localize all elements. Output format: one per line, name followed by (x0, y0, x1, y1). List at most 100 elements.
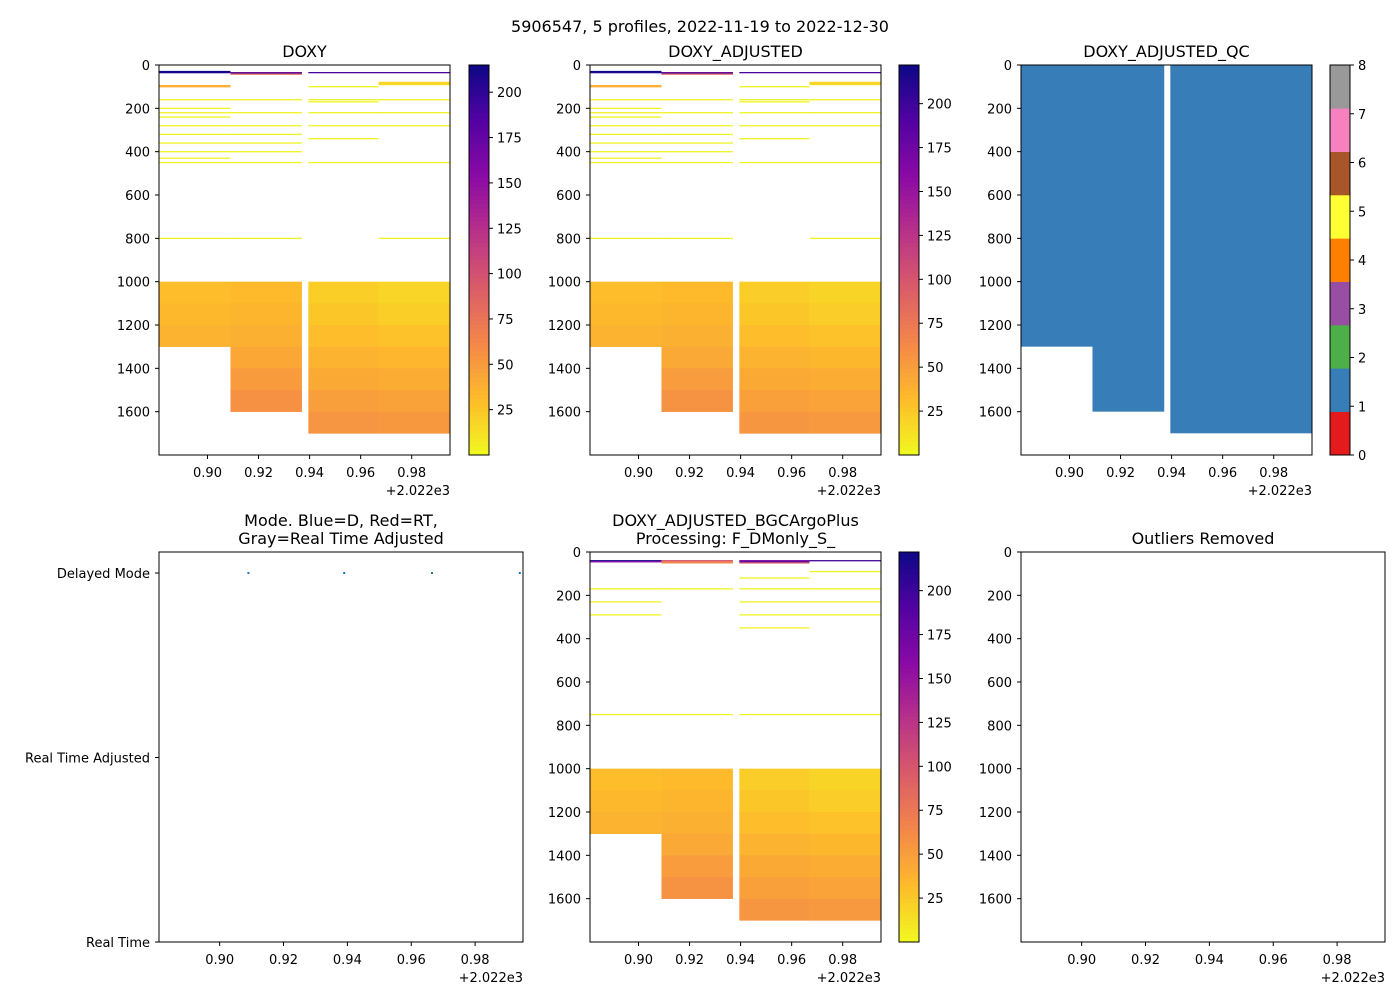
data-cell (661, 346, 733, 369)
colorbar-gradient-slice (899, 260, 919, 265)
colorbar-gradient-slice (899, 729, 919, 735)
colorbar-gradient-slice (899, 286, 919, 291)
colorbar-gradient-slice (899, 690, 919, 696)
data-cell (739, 833, 810, 856)
data-cell (661, 368, 733, 391)
colorbar-gradient-slice (899, 372, 919, 378)
data-cell (661, 281, 733, 304)
colorbar-gradient-slice (469, 420, 489, 426)
colorbar-tick-label: 25 (927, 405, 944, 420)
colorbar-gradient-slice (899, 673, 919, 679)
data-line (159, 237, 231, 240)
colorbar-gradient-slice (899, 937, 919, 943)
colorbar-gradient-slice (899, 777, 919, 783)
colorbar-gradient-slice (899, 320, 919, 326)
data-line (809, 71, 881, 74)
y-tick-label: 1200 (548, 319, 581, 334)
colorbar-gradient-slice (469, 73, 489, 79)
colorbar-gradient-slice (899, 907, 919, 913)
data-cell (661, 812, 733, 834)
data-line (739, 71, 810, 74)
x-tick-label: 0.96 (1259, 953, 1288, 968)
panel-title-line2: Processing: F_DMonly_S_ (636, 529, 836, 549)
y-tick-label: 0 (573, 59, 581, 74)
colorbar-gradient-slice (899, 156, 919, 161)
colorbar-gradient-slice (469, 299, 489, 304)
colorbar-gradient-slice (899, 130, 919, 135)
y-tick-label: 1000 (548, 763, 581, 778)
colorbar-gradient-slice (469, 446, 489, 452)
data-line (378, 81, 450, 84)
colorbar-gradient-slice (899, 699, 919, 705)
colorbar-tick-label: 100 (927, 273, 952, 288)
colorbar-gradient-slice (469, 316, 489, 322)
y-tick-label: 1600 (979, 893, 1012, 908)
colorbar-gradient-slice (899, 599, 919, 605)
colorbar-gradient-slice (899, 416, 919, 421)
colorbar-gradient-slice (899, 643, 919, 648)
data-cell (661, 768, 733, 791)
colorbar-gradient-slice (469, 277, 489, 283)
y-tick-label: 800 (987, 232, 1012, 247)
colorbar-gradient-slice (469, 69, 489, 75)
x-tick-label: 0.94 (726, 466, 755, 481)
colorbar-gradient-slice (899, 368, 919, 374)
colorbar-gradient-slice (469, 437, 489, 443)
colorbar-gradient-slice (899, 764, 919, 770)
colorbar-gradient-slice (469, 424, 489, 430)
data-cell (308, 281, 379, 304)
colorbar-swatch (1330, 238, 1350, 282)
qc-cell (1021, 65, 1093, 347)
mode-point (247, 572, 250, 574)
figure-suptitle: 5906547, 5 profiles, 2022-11-19 to 2022-… (511, 17, 889, 36)
colorbar-gradient-slice (469, 346, 489, 352)
data-line (661, 713, 733, 716)
colorbar-gradient-slice (899, 351, 919, 356)
colorbar-gradient-slice (469, 156, 489, 161)
data-line (661, 560, 733, 562)
y-tick-label: 1600 (548, 893, 581, 908)
colorbar-gradient-slice (469, 429, 489, 434)
colorbar-gradient-slice (899, 799, 919, 804)
colorbar-gradient-slice (469, 368, 489, 374)
y-tick-label: 0 (142, 59, 150, 74)
colorbar-gradient-slice (469, 117, 489, 122)
colorbar-gradient-slice (899, 316, 919, 322)
colorbar-gradient-slice (469, 359, 489, 365)
colorbar-gradient-slice (469, 195, 489, 200)
y-tick-label: 400 (556, 146, 581, 161)
colorbar-tick-label: 4 (1358, 254, 1366, 269)
data-cell (739, 855, 810, 878)
y-tick-label: 1600 (979, 406, 1012, 421)
colorbar-gradient-slice (469, 442, 489, 447)
colorbar-gradient-slice (899, 69, 919, 75)
colorbar-gradient-slice (899, 786, 919, 791)
data-cell (230, 325, 302, 347)
y-tick-label: 400 (556, 633, 581, 648)
colorbar-gradient-slice (469, 372, 489, 378)
colorbar-gradient-slice (469, 225, 489, 231)
y-tick-label: 600 (125, 189, 150, 204)
colorbar-gradient-slice (899, 329, 919, 335)
colorbar-gradient-slice (469, 169, 489, 174)
colorbar-gradient-slice (899, 855, 919, 861)
colorbar-gradient-slice (899, 560, 919, 566)
data-line (590, 151, 662, 153)
x-tick-label: 0.90 (624, 466, 653, 481)
data-line (809, 588, 881, 590)
data-cell (809, 768, 881, 791)
data-line (308, 112, 379, 114)
data-cell (159, 325, 231, 347)
colorbar-swatch (1330, 368, 1350, 412)
colorbar-tick-label: 200 (497, 86, 522, 101)
x-tick-label: 0.94 (295, 466, 324, 481)
colorbar-gradient-slice (469, 182, 489, 187)
data-line (378, 161, 450, 164)
colorbar-gradient-slice (899, 807, 919, 813)
colorbar-gradient-slice (899, 195, 919, 200)
x-tick-label: 0.90 (205, 953, 234, 968)
data-cell (809, 855, 881, 878)
colorbar-gradient-slice (899, 190, 919, 196)
y-tick-label: 800 (556, 232, 581, 247)
